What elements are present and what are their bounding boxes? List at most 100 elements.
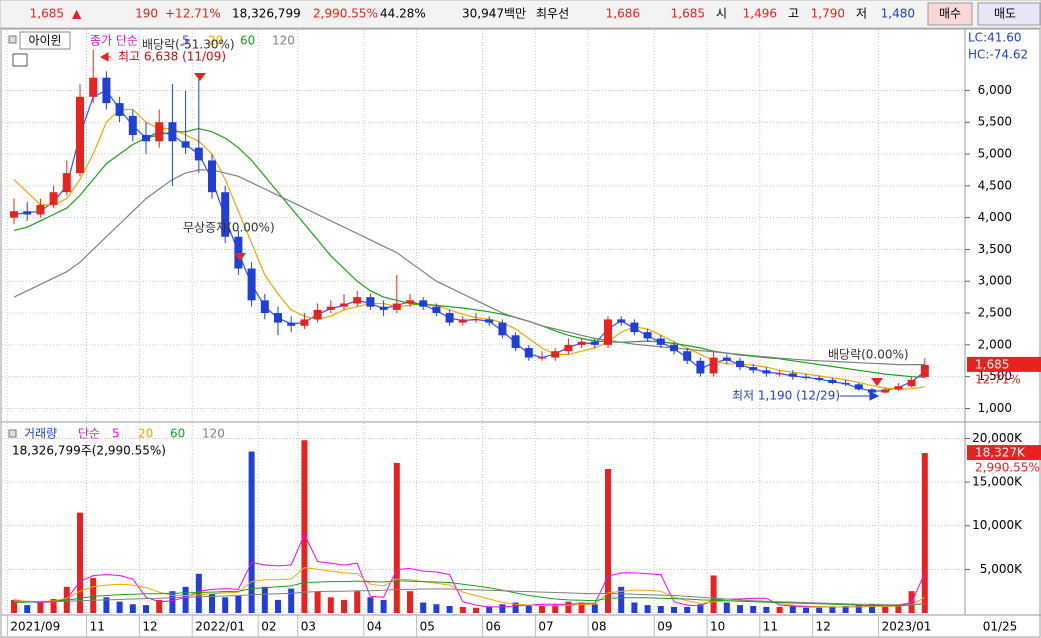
candle-body (89, 77, 98, 97)
x-tick-label: 02 (261, 620, 276, 634)
candle-body (432, 306, 441, 314)
header-change: 190 (135, 7, 158, 21)
volume-bar (248, 451, 255, 613)
legend-entry: 20 (208, 34, 223, 48)
header-low: 1,480 (881, 7, 915, 21)
y-tick-label: 4,000 (978, 210, 1012, 224)
candle-body (749, 367, 758, 371)
candle-body (709, 357, 718, 374)
candle-body (76, 96, 84, 174)
candle-body (287, 322, 296, 326)
candle-body (23, 211, 32, 215)
volume-bar (407, 591, 413, 613)
current-volume-label: 18,327K (975, 446, 1026, 460)
candle-body (722, 357, 731, 361)
hc-label: HC:-74.62 (968, 48, 1028, 62)
candle-body (10, 211, 18, 218)
x-tick-label: 07 (538, 620, 553, 634)
volume-bar (156, 599, 163, 613)
volume-bar (631, 602, 638, 613)
candle-body (736, 360, 744, 368)
volume-bar (591, 604, 598, 613)
volume-bar (855, 605, 862, 613)
stock-name[interactable]: 아이윈 (28, 34, 61, 48)
legend-entry: 120 (202, 427, 225, 441)
volume-bar (803, 607, 809, 613)
lc-label: LC:41.60 (968, 31, 1021, 45)
x-tick-label: 2023/01 (882, 620, 932, 634)
candle-body (604, 319, 612, 345)
candle-body (630, 322, 639, 333)
x-tick-label: 2021/09 (10, 620, 60, 634)
candle-body (854, 384, 863, 390)
header-amount: 30,947백만 (462, 7, 526, 21)
candle-body (458, 319, 467, 323)
volume-bar (341, 599, 347, 613)
current-price-tag (967, 356, 1041, 372)
candle-body (247, 268, 256, 301)
volume-bar (420, 602, 427, 613)
candle-body (538, 357, 546, 359)
legend-checkbox[interactable] (8, 429, 17, 438)
candle-body (524, 348, 533, 358)
buy-button[interactable] (927, 2, 973, 26)
volume-bar (539, 606, 545, 613)
header-open-label: 시 (716, 7, 727, 21)
volume-bar (750, 606, 757, 613)
candle-body (617, 319, 626, 323)
volume-bar (24, 605, 31, 613)
moving-average-line (13, 169, 925, 366)
volume-average-line (14, 588, 925, 606)
annotation: 무상증자(0.00%) (183, 221, 275, 235)
volume-bar (512, 602, 519, 613)
candle-body (881, 389, 890, 393)
volume-bar (37, 602, 44, 613)
current-price-label: 1,685 (975, 357, 1009, 371)
volume-bar (776, 606, 783, 613)
volume-info: 18,326,799주(2,990.55%) (12, 444, 166, 458)
stock-name-box[interactable] (19, 31, 71, 50)
volume-bar (486, 606, 493, 613)
candle-body (353, 297, 362, 304)
candle-body (313, 309, 322, 320)
candle-body (274, 313, 282, 323)
chart-frame (0, 28, 1041, 638)
grid (2, 30, 965, 615)
volume-bar (314, 591, 321, 613)
candle-body (775, 373, 784, 375)
volume-bar (222, 597, 229, 613)
y-tick-label: 2,500 (978, 306, 1012, 320)
legend-checkbox[interactable] (8, 35, 17, 44)
candle-body (577, 341, 586, 345)
x-tick-label: 06 (486, 620, 501, 634)
header-high-label: 고 (788, 7, 799, 21)
volume-bar (288, 588, 295, 613)
candle-body (36, 204, 45, 215)
candle-body (656, 338, 665, 345)
header-volume: 18,326,799 (232, 7, 301, 21)
y-tick-label: 2,000 (978, 337, 1012, 351)
volume-bar (842, 606, 849, 613)
x-tick-label: 12 (142, 620, 157, 634)
candle-body (128, 115, 137, 135)
candle-body (472, 319, 480, 321)
volume-legend-label: 단순 (78, 427, 100, 441)
candle-body (788, 373, 797, 377)
sell-button[interactable] (977, 2, 1041, 26)
buy-button-label[interactable]: 매수 (939, 7, 961, 21)
header-high: 1,790 (811, 7, 845, 21)
volume-bar (578, 602, 585, 613)
candle-body (828, 379, 837, 384)
high-arrow (99, 52, 111, 62)
table-icon[interactable] (12, 53, 28, 67)
candle-body (115, 103, 124, 116)
x-tick-label: 11 (763, 620, 778, 634)
volume-bar (710, 575, 717, 613)
candle-body (221, 192, 230, 237)
candle-body (894, 386, 903, 390)
candle-body (815, 377, 824, 380)
volume-bar (869, 604, 875, 613)
volume-bar (618, 586, 625, 613)
sell-button-label[interactable]: 매도 (994, 7, 1016, 21)
